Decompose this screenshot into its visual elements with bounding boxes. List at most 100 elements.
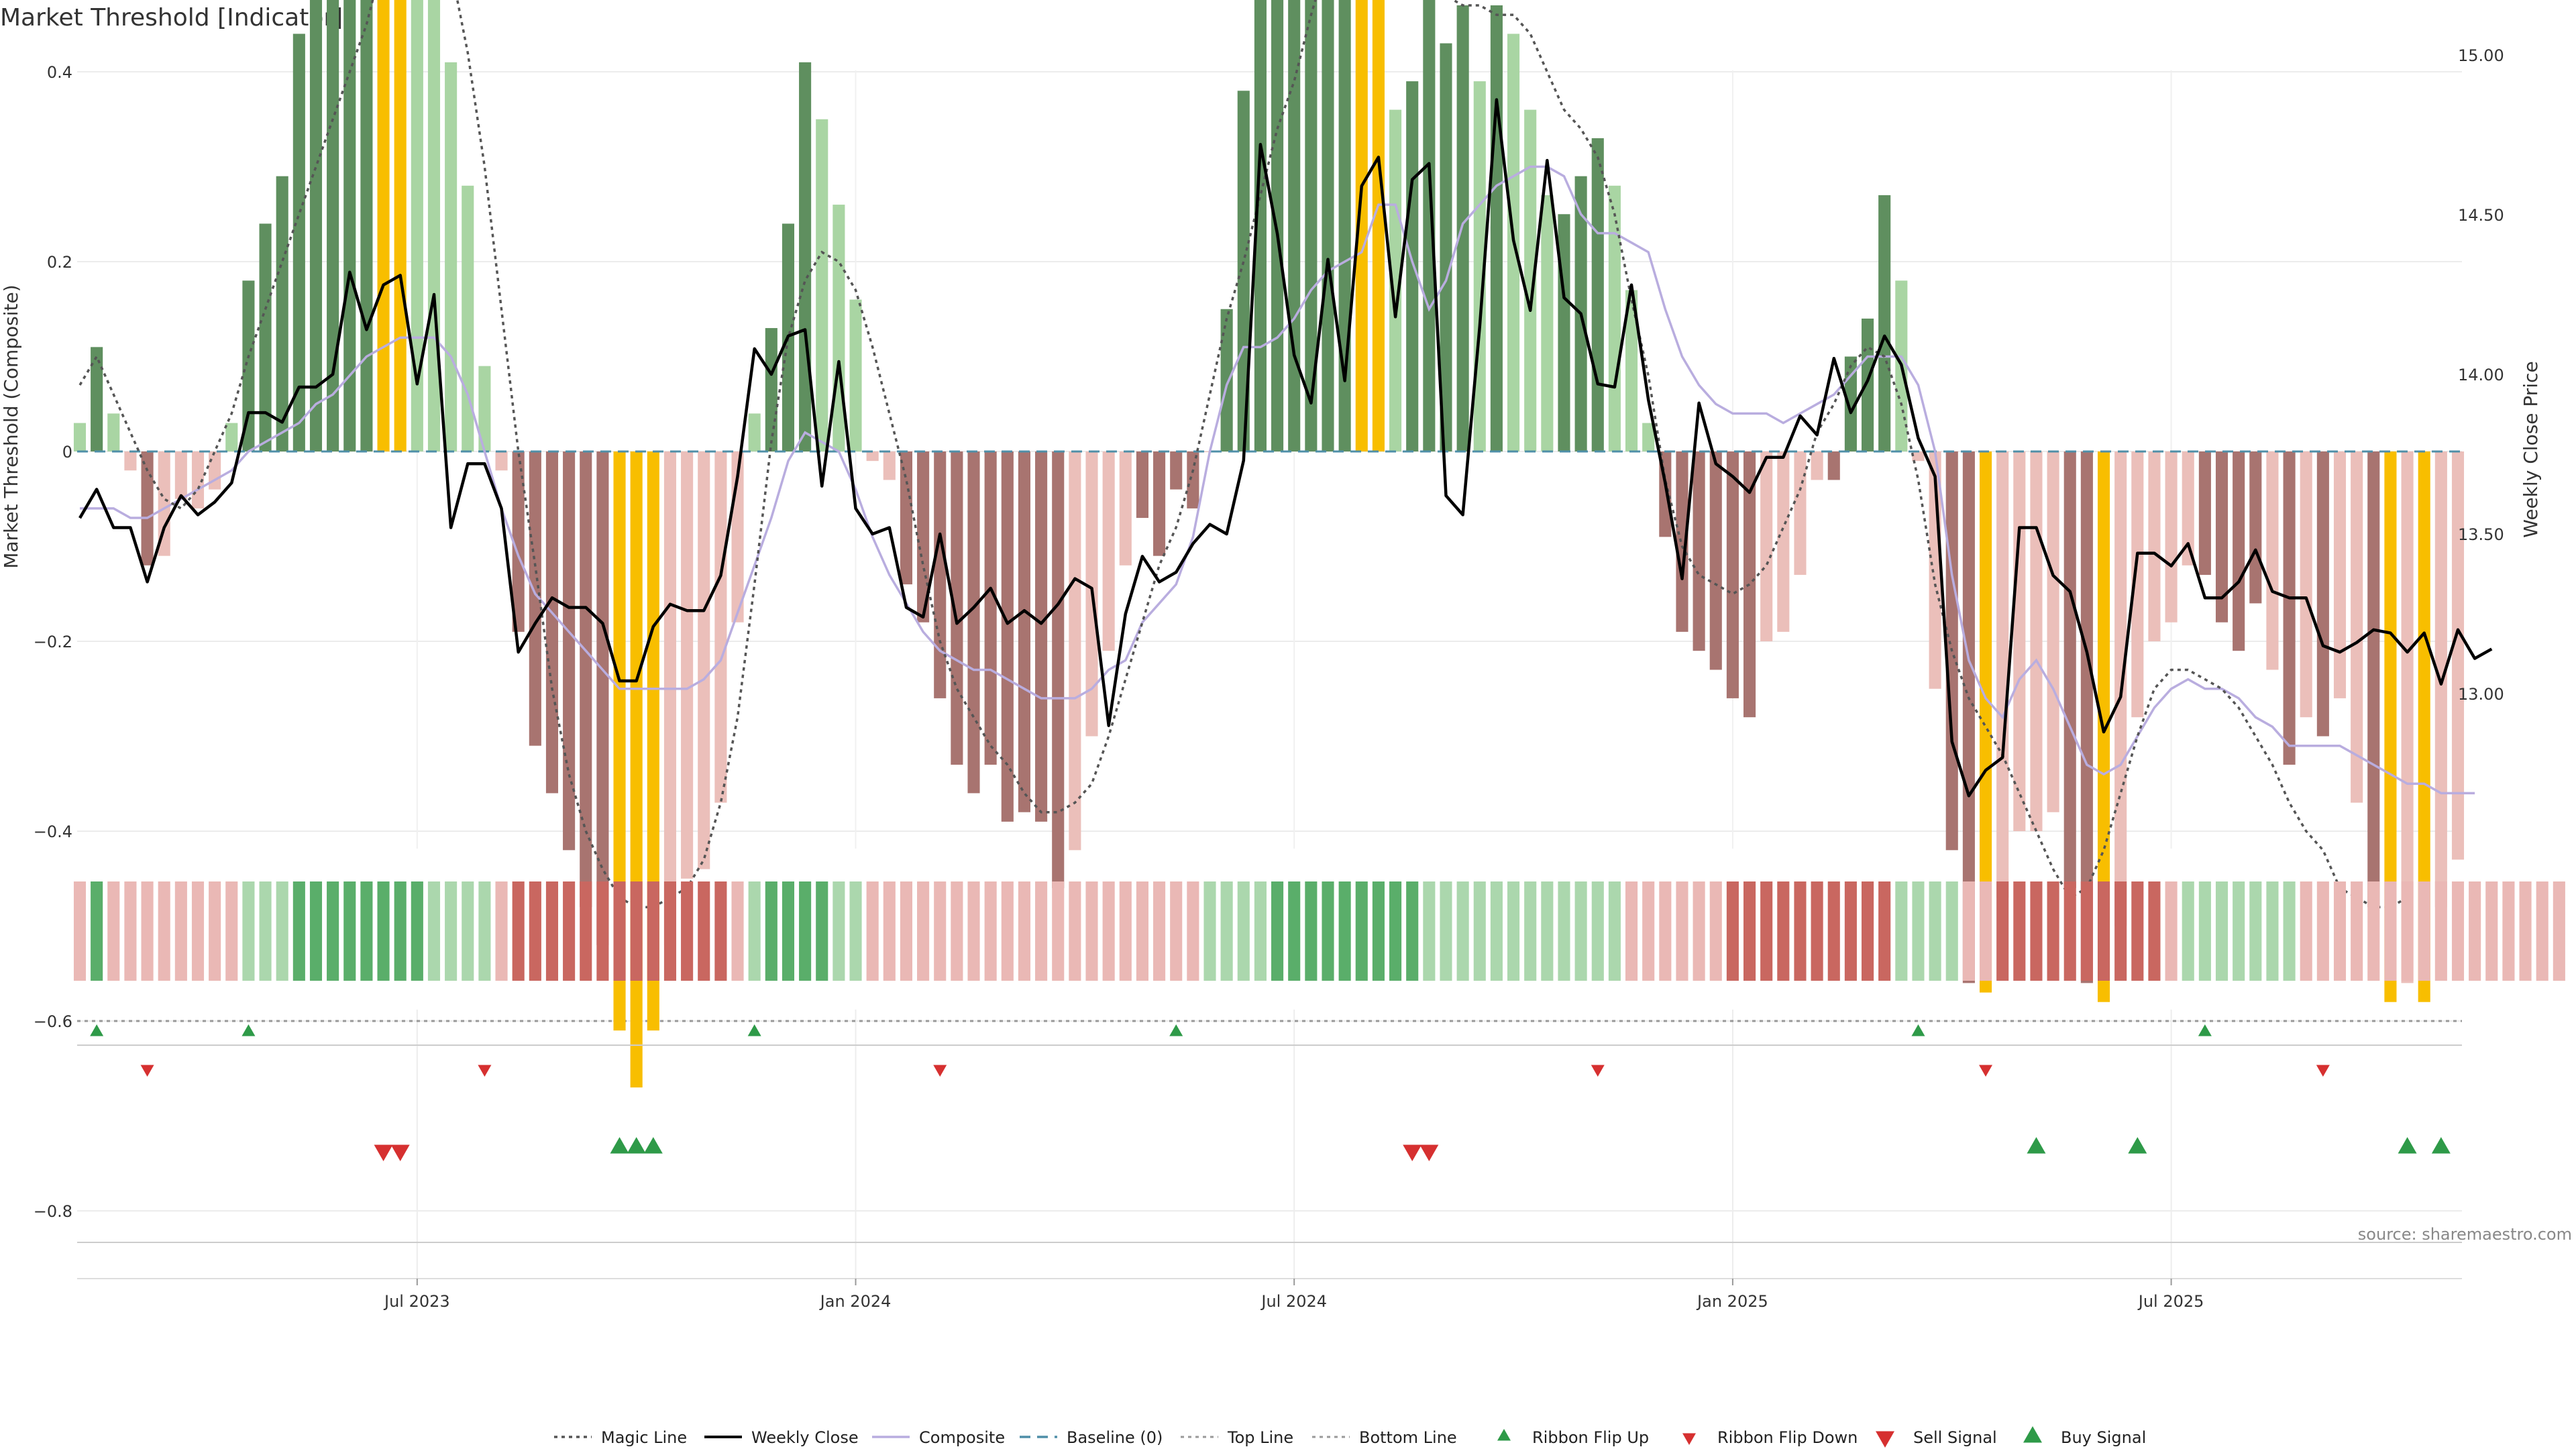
buy-signal-marker [610, 1137, 629, 1154]
composite-bar [2047, 451, 2059, 812]
ribbon-cell [2434, 881, 2447, 981]
buy-signal-marker [2431, 1137, 2451, 1154]
composite-bar [1558, 214, 1570, 451]
buy-signal-marker [2398, 1137, 2417, 1154]
ribbon-cell [1912, 881, 1925, 981]
composite-bar [1760, 451, 1773, 641]
composite-bar [1372, 0, 1385, 451]
composite-bar [1035, 451, 1048, 822]
ribbon-cell [2215, 881, 2229, 981]
buy-signal-marker [2027, 1137, 2046, 1154]
composite-bar [495, 451, 508, 471]
composite-bar [73, 423, 87, 451]
composite-bar [2367, 451, 2380, 908]
legend-label: Ribbon Flip Up [1532, 1428, 1649, 1447]
ribbon-cell [1119, 881, 1132, 981]
legend-label: Composite [919, 1428, 1005, 1447]
ribbon-cell [2536, 881, 2548, 981]
ribbon-cell [2367, 881, 2380, 981]
ribbon-cell [2451, 881, 2465, 981]
composite-bar [141, 451, 154, 566]
ribbon-cell [91, 881, 103, 981]
ribbon-cell [158, 881, 170, 981]
ribbon-cell [259, 881, 272, 981]
ribbon-cell [1237, 881, 1250, 981]
composite-bar [2182, 451, 2194, 566]
composite-bar [1119, 451, 1132, 566]
ribbon-cell [2233, 881, 2245, 981]
composite-bar [1693, 451, 1705, 651]
ribbon-cell [917, 881, 930, 981]
ribbon-cell [360, 881, 373, 981]
y2-axis-label: Weekly Close Price [2520, 361, 2542, 537]
series-lines [77, 0, 2493, 908]
ribbon-cell [1085, 881, 1098, 981]
y-axis-label: Market Threshold (Composite) [0, 284, 22, 568]
ribbon-cell [1676, 881, 1688, 981]
ribbon-cell [1558, 881, 1570, 981]
composite-bar [1456, 5, 1469, 451]
composite-bar [225, 423, 238, 451]
legend-label: Bottom Line [1359, 1428, 1457, 1447]
ribbon-cell [1423, 881, 1436, 981]
ribbon-cell [2283, 881, 2296, 981]
ribbon-cell [445, 881, 458, 981]
composite-bar [1136, 451, 1148, 519]
composite-bar [158, 451, 170, 556]
ribbon-cell [967, 881, 980, 981]
composite-bar [883, 451, 896, 480]
composite-bar [2131, 451, 2144, 718]
ribbon-cell [714, 881, 727, 981]
composite-bar [1827, 451, 1840, 480]
ribbon-cell [630, 881, 643, 981]
ribbon-cell [782, 881, 795, 981]
ribbon-cell [1709, 881, 1722, 981]
ribbon-flip-up-marker [90, 1024, 104, 1036]
ribbon-cell [2418, 881, 2430, 981]
ribbon-cell [1608, 881, 1621, 981]
composite-bar [1018, 451, 1030, 812]
ribbon-cell [1338, 881, 1351, 981]
ribbon-cell [1777, 881, 1790, 981]
ribbon-cell [596, 881, 609, 981]
ribbon-cell [2097, 881, 2110, 981]
composite-bar [1541, 195, 1554, 451]
composite-bar [1102, 451, 1115, 651]
composite-bar [1861, 318, 1874, 451]
ribbon-cell [1541, 881, 1554, 981]
composite-bar [2249, 451, 2262, 604]
composite-bar [698, 451, 710, 869]
composite-bar [1423, 0, 1436, 451]
ribbon-cell [866, 881, 879, 981]
weekly-close-line [78, 98, 2493, 798]
ribbon-cell [563, 881, 576, 981]
sell-signal-marker [1419, 1144, 1439, 1161]
composite-bar [1237, 91, 1250, 452]
ribbon-cell [2198, 881, 2211, 981]
ribbon-cell [2047, 881, 2059, 981]
ribbon-cell [1203, 881, 1216, 981]
x-axis: Jul 2023 Jan 2024 Jul 2024 Jan 2025 Jul 2025 [383, 1279, 2204, 1311]
y-tick-label: −0.6 [34, 1012, 72, 1031]
ribbon-cell [1355, 881, 1368, 981]
legend-swatch-flipup [1497, 1429, 1511, 1441]
y2-tick-label: 13.50 [2458, 525, 2504, 544]
composite-bar [478, 366, 491, 451]
ribbon-cell [1811, 881, 1823, 981]
x-tick-label: Jan 2025 [1696, 1292, 1768, 1311]
ribbon-cell [2300, 881, 2312, 981]
composite-bars [73, 0, 2465, 1088]
magic-line [78, 0, 2408, 908]
legend-label: Ribbon Flip Down [1717, 1428, 1858, 1447]
ribbon-flip-down-marker [933, 1065, 947, 1077]
ribbon-cell [1440, 881, 1452, 981]
ribbon-strip [73, 881, 2565, 981]
composite-bar [2148, 451, 2161, 641]
ribbon-cell [580, 881, 592, 981]
ribbon-cell [242, 881, 255, 981]
composite-bar [309, 0, 323, 451]
ribbon-cell [1288, 881, 1301, 981]
composite-bar [2316, 451, 2329, 737]
composite-bar [2013, 451, 2026, 831]
